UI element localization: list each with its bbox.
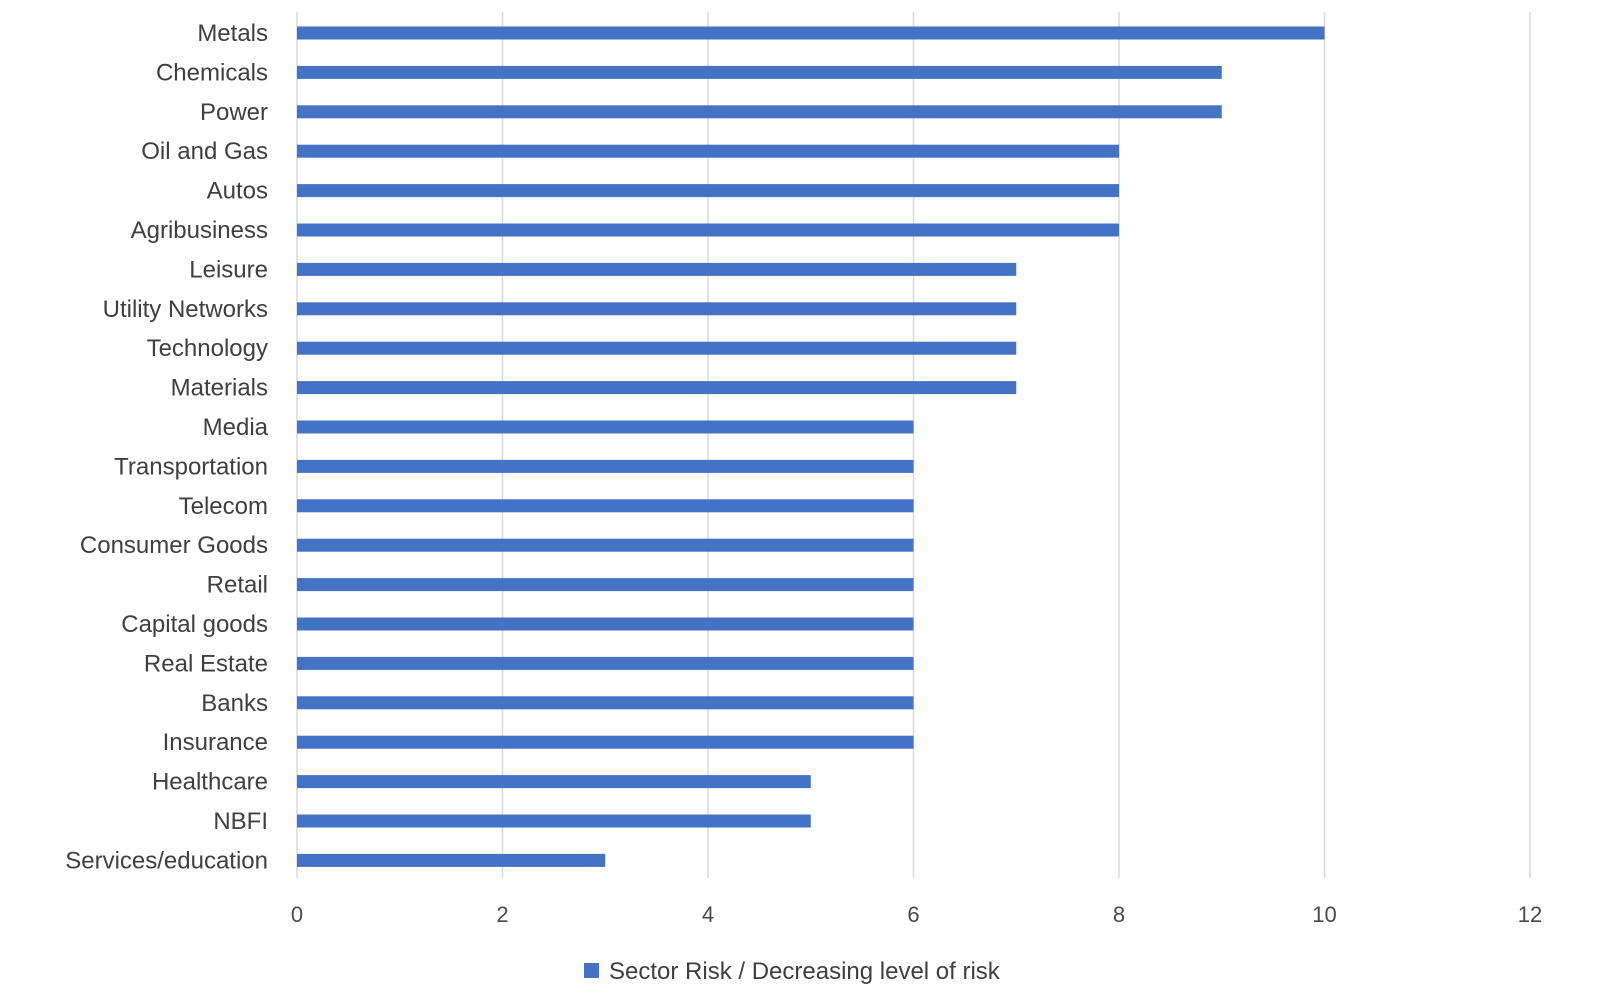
bar-leisure [297,262,1017,276]
bars [297,26,1325,867]
bar-insurance [297,735,914,749]
legend: Sector Risk / Decreasing level of risk [584,958,1001,985]
bar-banks [297,696,914,710]
category-label: Consumer Goods [80,532,268,559]
category-label: Healthcare [152,769,268,796]
category-label: Banks [201,690,268,717]
x-tick-label-10: 10 [1312,902,1336,927]
category-label: Real Estate [144,650,268,677]
category-label: Services/education [65,847,268,874]
bar-utility-networks [297,302,1017,316]
x-tick-label-0: 0 [291,902,303,927]
category-label: Insurance [163,729,268,756]
bar-capital-goods [297,617,914,631]
category-label: Transportation [114,453,268,480]
bar-services-education [297,853,606,867]
bar-media [297,420,914,434]
bar-retail [297,578,914,592]
bar-metals [297,26,1325,40]
category-labels: Metals Chemicals Power Oil and Gas Autos Agri… [65,20,268,874]
category-label: Metals [197,20,268,47]
legend-label: Sector Risk / Decreasing level of risk [609,958,1001,985]
x-tick-label-12: 12 [1518,902,1542,927]
bar-real-estate [297,656,914,670]
category-label: Retail [207,572,268,599]
bar-chemicals [297,65,1222,79]
category-label: Agribusiness [131,217,268,244]
bar-consumer-goods [297,538,914,552]
bar-materials [297,381,1017,395]
category-label: Power [200,99,268,126]
legend-swatch [584,963,599,978]
x-tick-label-6: 6 [907,902,919,927]
category-label: Media [203,414,269,441]
category-label: Chemicals [156,59,268,86]
category-label: NBFI [213,808,268,835]
bar-power [297,105,1222,119]
category-label: Telecom [179,493,268,520]
x-tick-labels: 0 2 4 6 8 10 12 [291,902,1542,927]
x-tick-label-8: 8 [1113,902,1125,927]
bar-healthcare [297,775,811,789]
x-tick-label-2: 2 [496,902,508,927]
bar-telecom [297,499,914,513]
bar-autos [297,184,1119,198]
category-label: Leisure [189,256,268,283]
category-label: Oil and Gas [141,138,268,165]
x-tick-label-4: 4 [702,902,714,927]
category-label: Utility Networks [103,296,268,323]
bar-oil-and-gas [297,144,1119,158]
category-label: Technology [147,335,268,362]
bar-nbfi [297,814,811,828]
category-label: Autos [207,178,268,205]
bar-technology [297,341,1017,355]
category-label: Materials [171,375,268,402]
bar-transportation [297,459,914,473]
bar-agribusiness [297,223,1119,237]
category-label: Capital goods [121,611,268,638]
